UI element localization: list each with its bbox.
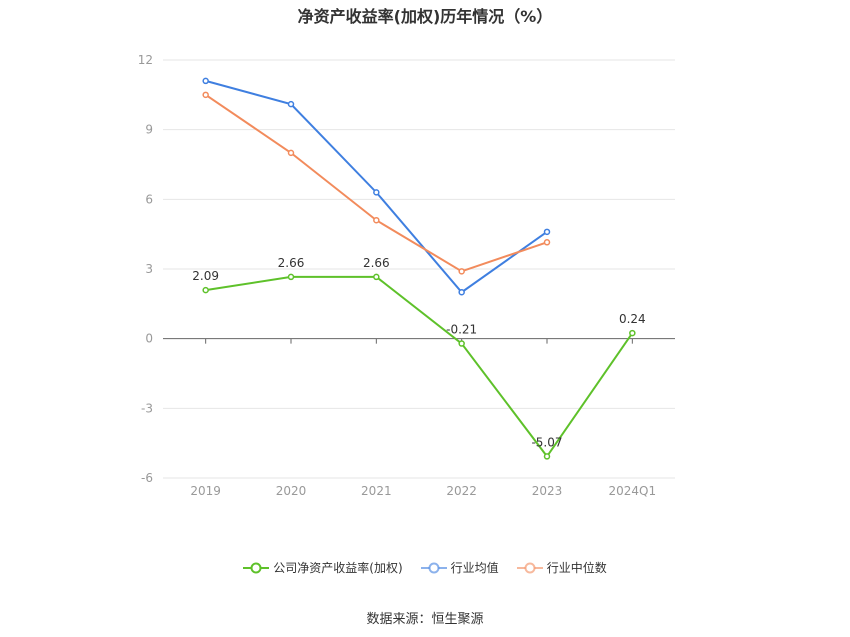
data-point: [373, 189, 380, 196]
data-point: [287, 149, 295, 157]
legend-item[interactable]: 行业均值: [420, 559, 499, 576]
data-point: [543, 453, 551, 460]
legend-label: 行业中位数: [546, 561, 607, 575]
y-tick-label: 3: [145, 262, 153, 276]
series-line: [205, 94, 548, 273]
data-point: [543, 239, 551, 246]
source-note: 数据来源：恒生聚源: [366, 612, 484, 627]
data-label: 2.66: [363, 256, 390, 270]
legend-label: 公司净资产收益率(加权): [273, 561, 403, 575]
data-label: -0.21: [446, 323, 477, 337]
series-lines: [202, 77, 636, 460]
data-label: 0.24: [619, 312, 646, 326]
x-tick-label: 2020: [276, 484, 307, 498]
data-point: [287, 100, 295, 108]
chart-title: 净资产收益率(加权)历年情况（%）: [297, 7, 553, 26]
y-tick-label: 9: [145, 123, 153, 137]
data-point: [202, 286, 209, 294]
x-tick-label: 2024Q1: [609, 484, 657, 498]
data-label: 2.66: [278, 256, 305, 270]
data-point: [202, 91, 209, 99]
legend-label: 行业均值: [450, 561, 499, 575]
series-line: [205, 275, 634, 459]
x-tick-label: 2022: [446, 484, 477, 498]
data-point: [543, 228, 551, 236]
data-point: [458, 288, 465, 296]
x-tick-label: 2023: [532, 484, 563, 498]
data-point: [458, 268, 465, 275]
legend-line-circle-icon: [420, 562, 447, 573]
data-labels: 2.09 2.66 2.66 -0.21 -5.07 0.24: [192, 256, 645, 450]
y-tick-label: 6: [145, 192, 153, 206]
grid-lines: [163, 59, 675, 479]
y-tick-label: -6: [141, 471, 153, 485]
data-point: [373, 216, 380, 224]
legend-line-circle-icon: [243, 562, 270, 573]
legend-item[interactable]: 行业中位数: [516, 559, 607, 576]
data-label: 2.09: [192, 269, 219, 283]
x-tick-label: 2021: [361, 484, 392, 498]
y-tick-label: 0: [145, 332, 153, 346]
data-point: [287, 273, 295, 281]
axes: -6 -3 0 3 6 9 12 2019 2020 2021 2022 2023 2024Q1: [138, 53, 675, 498]
data-point: [202, 77, 209, 85]
data-point: [629, 329, 636, 337]
legend-line-circle-icon: [516, 562, 543, 573]
data-label: -5.07: [531, 435, 562, 449]
x-tick-label: 2019: [190, 484, 221, 498]
y-tick-label: -3: [141, 401, 153, 415]
legend: 公司净资产收益率(加权) 行业均值 行业中位数: [0, 559, 850, 576]
legend-item[interactable]: 公司净资产收益率(加权): [243, 559, 403, 576]
data-point: [373, 273, 380, 281]
y-tick-label: 12: [138, 53, 153, 67]
data-point: [458, 340, 465, 347]
